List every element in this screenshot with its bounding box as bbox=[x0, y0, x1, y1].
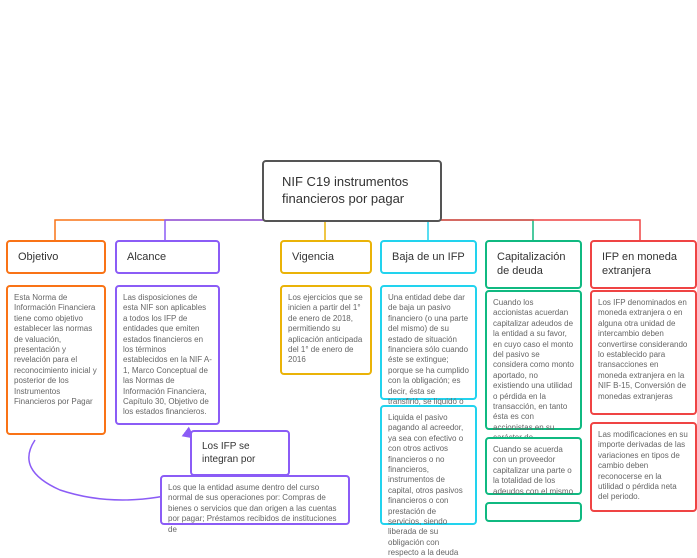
cat-alcance[interactable]: Alcance bbox=[115, 240, 220, 274]
cat-moneda[interactable]: IFP en moneda extranjera bbox=[590, 240, 697, 289]
body-text: Los ejercicios que se inicien a partir d… bbox=[288, 293, 363, 364]
body-moneda-1[interactable]: Los IFP denominados en moneda extranjera… bbox=[590, 290, 697, 415]
body-cap-2[interactable]: Cuando se acuerda con un proveedor capit… bbox=[485, 437, 582, 495]
body-baja-1[interactable]: Una entidad debe dar de baja un pasivo f… bbox=[380, 285, 477, 400]
body-objetivo[interactable]: Esta Norma de Información Financiera tie… bbox=[6, 285, 106, 435]
subnode-label: Los IFP se integran por bbox=[202, 441, 255, 465]
body-text: Cuando los accionistas acuerdan capitali… bbox=[493, 298, 574, 452]
subnode-body[interactable]: Los que la entidad asume dentro del curs… bbox=[160, 475, 350, 525]
root-node[interactable]: NIF C19 instrumentos financieros por pag… bbox=[262, 160, 442, 222]
body-text: Las modificaciones en su importe derivad… bbox=[598, 430, 688, 501]
cat-label: Alcance bbox=[127, 251, 166, 263]
cat-label: Vigencia bbox=[292, 251, 334, 263]
cat-label: IFP en moneda extranjera bbox=[602, 251, 677, 277]
body-text: Esta Norma de Información Financiera tie… bbox=[14, 293, 97, 406]
cat-objetivo[interactable]: Objetivo bbox=[6, 240, 106, 274]
body-cap-3[interactable] bbox=[485, 502, 582, 522]
cat-cap[interactable]: Capitalización de deuda bbox=[485, 240, 582, 289]
body-cap-1[interactable]: Cuando los accionistas acuerdan capitali… bbox=[485, 290, 582, 430]
body-text: Las disposiciones de esta NIF son aplica… bbox=[123, 293, 212, 416]
body-baja-2[interactable]: Liquida el pasivo pagando al acreedor, y… bbox=[380, 405, 477, 525]
cat-label: Capitalización de deuda bbox=[497, 251, 565, 277]
subnode-ifp[interactable]: Los IFP se integran por bbox=[190, 430, 290, 476]
body-vigencia[interactable]: Los ejercicios que se inicien a partir d… bbox=[280, 285, 372, 375]
cat-vigencia[interactable]: Vigencia bbox=[280, 240, 372, 274]
body-text: Los IFP denominados en moneda extranjera… bbox=[598, 298, 687, 401]
body-text: Una entidad debe dar de baja un pasivo f… bbox=[388, 293, 469, 416]
root-title: NIF C19 instrumentos financieros por pag… bbox=[282, 174, 408, 206]
cat-label: Objetivo bbox=[18, 251, 58, 263]
subnode-text: Los que la entidad asume dentro del curs… bbox=[168, 483, 337, 534]
cat-baja[interactable]: Baja de un IFP bbox=[380, 240, 477, 274]
body-alcance[interactable]: Las disposiciones de esta NIF son aplica… bbox=[115, 285, 220, 425]
body-text: Liquida el pasivo pagando al acreedor, y… bbox=[388, 413, 463, 557]
body-text: Cuando se acuerda con un proveedor capit… bbox=[493, 445, 573, 496]
body-moneda-2[interactable]: Las modificaciones en su importe derivad… bbox=[590, 422, 697, 512]
cat-label: Baja de un IFP bbox=[392, 251, 465, 263]
